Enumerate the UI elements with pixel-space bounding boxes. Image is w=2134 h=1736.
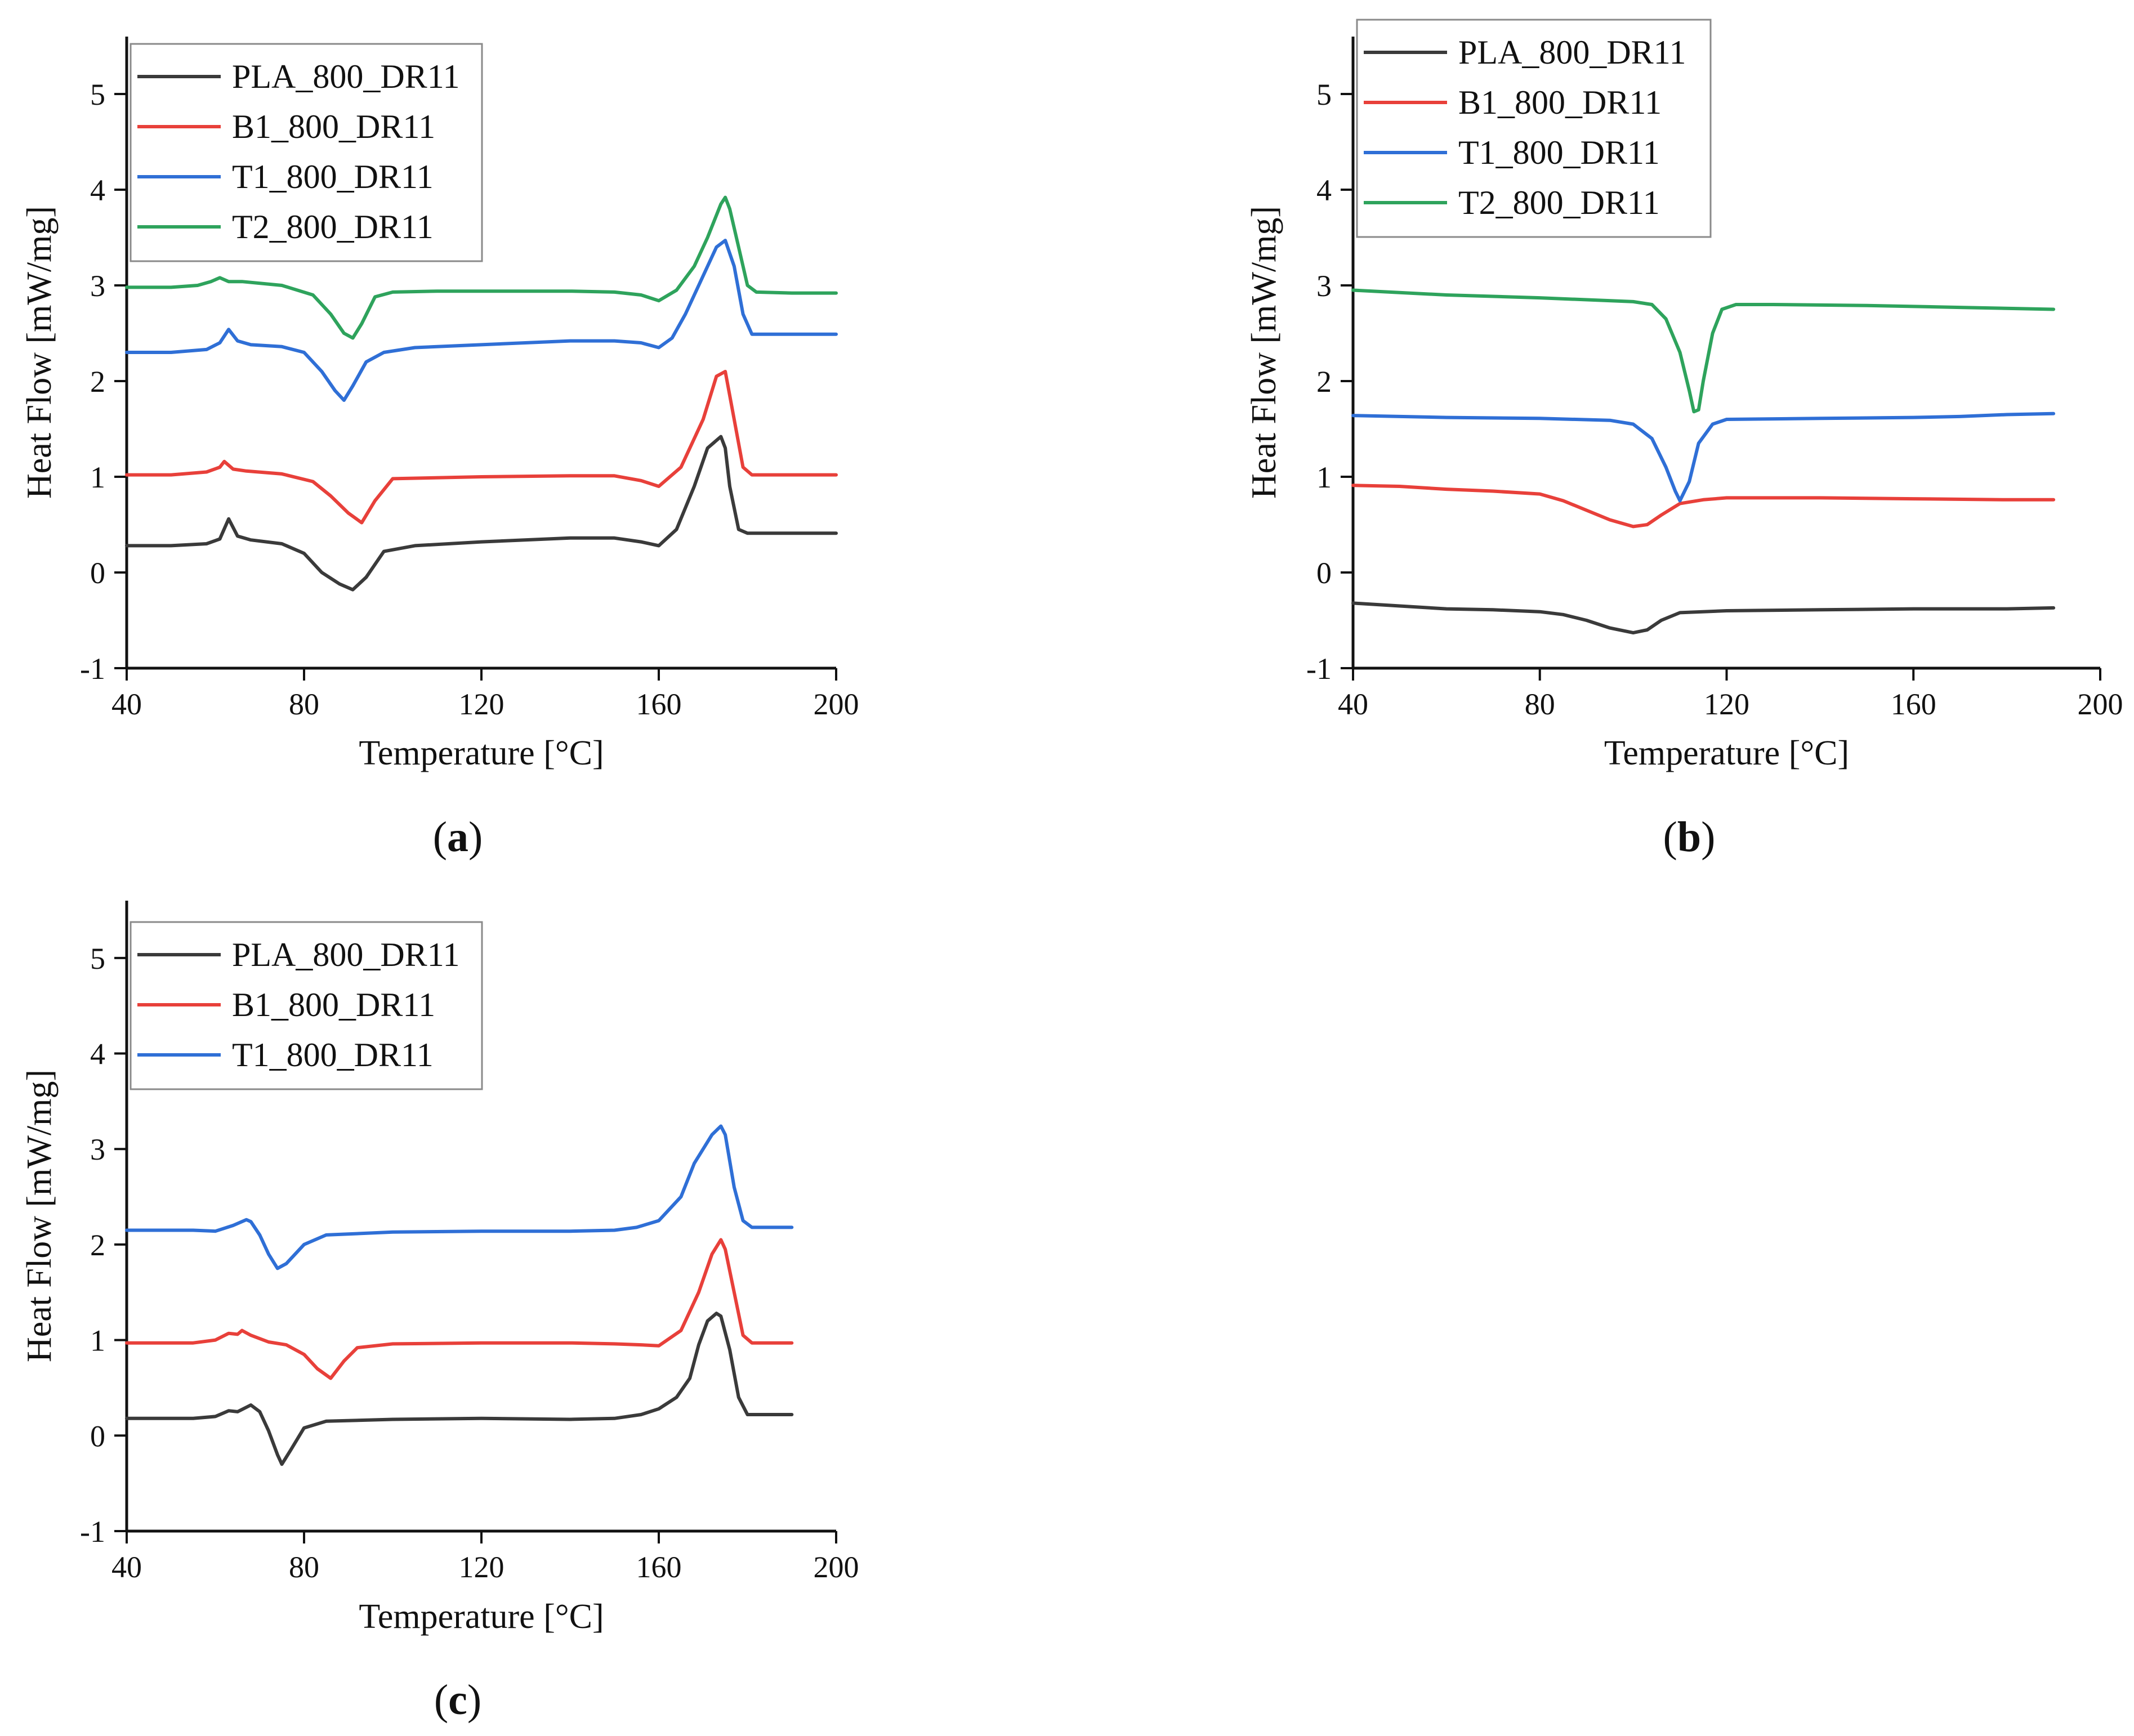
series-line-T1_800_DR11 — [125, 239, 838, 402]
y-tick-label: -1 — [80, 652, 105, 686]
y-tick-label: 5 — [1316, 78, 1332, 111]
legend-label: T1_800_DR11 — [1458, 134, 1660, 171]
x-tick-label: 200 — [814, 1550, 859, 1584]
x-tick-label: 160 — [1891, 687, 1936, 721]
caption-letter: a — [447, 813, 468, 861]
series-line-T2_800_DR11 — [125, 195, 838, 340]
series-line-PLA_800_DR11 — [125, 1312, 794, 1466]
legend-label: T2_800_DR11 — [1458, 184, 1660, 221]
y-tick-label: 5 — [90, 78, 105, 111]
y-tick-label: 0 — [1316, 556, 1332, 590]
chart-panel-b: -1 0 1 2 3 4 5 40 80 120 160 200 Temperature [°C] Hea… — [1245, 19, 2123, 861]
y-tick-label: 2 — [90, 365, 105, 399]
y-tick-label: 3 — [1316, 269, 1332, 303]
series-line-B1_800_DR11 — [1351, 484, 2056, 529]
x-tick-label: 40 — [1338, 687, 1368, 721]
caption-open-paren: ( — [1663, 813, 1677, 861]
x-tick-label: 80 — [289, 1550, 319, 1584]
y-tick-label: -1 — [80, 1515, 105, 1549]
y-tick-label: 1 — [90, 460, 105, 494]
x-tick-label: 200 — [2078, 687, 2123, 721]
legend-box — [1356, 19, 1712, 238]
x-tick-label: 120 — [459, 687, 505, 721]
legend: PLA_800_DR11 B1_800_DR11 T1_800_DR11 T2_800… — [1356, 19, 1712, 238]
caption-close-paren: ) — [468, 813, 483, 861]
panel-caption: (a) — [433, 813, 483, 861]
y-tick-label: 4 — [90, 173, 105, 207]
series-line-PLA_800_DR11 — [1351, 601, 2056, 635]
x-tick-label: 40 — [111, 687, 142, 721]
caption-open-paren: ( — [433, 813, 447, 861]
y-tick-label: 0 — [90, 1419, 105, 1453]
y-tick-label: 3 — [90, 269, 105, 303]
series-line-B1_800_DR11 — [125, 1238, 794, 1380]
caption-letter: b — [1677, 813, 1701, 861]
x-tick-label: 120 — [459, 1550, 505, 1584]
panel-caption: (b) — [1663, 813, 1716, 861]
x-tick-label: 120 — [1704, 687, 1749, 721]
series-line-PLA_800_DR11 — [125, 435, 838, 592]
legend-label: T1_800_DR11 — [232, 158, 434, 195]
x-tick-label: 160 — [636, 687, 682, 721]
y-tick-label: 1 — [1316, 460, 1332, 494]
caption-letter: c — [448, 1676, 467, 1724]
y-axis-title: Heat Flow [mW/mg] — [20, 206, 59, 499]
y-tick-label: 2 — [90, 1228, 105, 1262]
legend-label: B1_800_DR11 — [232, 108, 435, 145]
y-tick-label: 5 — [90, 942, 105, 976]
y-tick-label: 0 — [90, 556, 105, 590]
y-tick-label: 2 — [1316, 365, 1332, 399]
x-axis-title: Temperature [°C] — [359, 1598, 604, 1636]
chart-panel-c: -1 0 1 2 3 4 5 40 80 120 160 200 Temperature [°C] Hea… — [20, 901, 859, 1724]
panel-caption: (c) — [434, 1676, 481, 1724]
y-tick-label: 3 — [90, 1133, 105, 1166]
legend: PLA_800_DR11 B1_800_DR11 T1_800_DR11 T2_800… — [130, 43, 483, 262]
y-tick-label: 1 — [90, 1324, 105, 1358]
legend-label: T2_800_DR11 — [232, 208, 434, 245]
x-tick-label: 40 — [111, 1550, 142, 1584]
legend-label: PLA_800_DR11 — [232, 936, 459, 973]
x-axis-title: Temperature [°C] — [359, 734, 604, 772]
legend-label: B1_800_DR11 — [232, 986, 435, 1023]
caption-close-paren: ) — [1701, 813, 1715, 861]
caption-open-paren: ( — [434, 1676, 448, 1724]
y-axis-title: Heat Flow [mW/mg] — [1245, 206, 1283, 499]
legend-box — [130, 43, 483, 262]
x-tick-label: 80 — [1525, 687, 1555, 721]
series-line-T2_800_DR11 — [1351, 288, 2056, 414]
caption-close-paren: ) — [467, 1676, 481, 1724]
chart-panel-a: -1 0 1 2 3 4 5 40 80 120 160 200 Temperature [°C] Hea… — [20, 37, 859, 861]
legend-label: T1_800_DR11 — [232, 1036, 434, 1073]
y-tick-label: -1 — [1306, 652, 1332, 686]
legend-label: B1_800_DR11 — [1458, 84, 1662, 121]
y-tick-label: 4 — [1316, 173, 1332, 207]
legend-label: PLA_800_DR11 — [232, 58, 459, 95]
x-axis-title: Temperature [°C] — [1604, 734, 1849, 772]
x-tick-label: 200 — [814, 687, 859, 721]
series-line-T1_800_DR11 — [1351, 411, 2056, 503]
series-line-T1_800_DR11 — [125, 1124, 794, 1270]
x-tick-label: 80 — [289, 687, 319, 721]
series-line-B1_800_DR11 — [125, 370, 838, 525]
y-tick-label: 4 — [90, 1037, 105, 1071]
legend: PLA_800_DR11 B1_800_DR11 T1_800_DR11 — [130, 921, 483, 1090]
y-axis-title: Heat Flow [mW/mg] — [20, 1070, 59, 1362]
x-tick-label: 160 — [636, 1550, 682, 1584]
legend-label: PLA_800_DR11 — [1458, 34, 1686, 71]
